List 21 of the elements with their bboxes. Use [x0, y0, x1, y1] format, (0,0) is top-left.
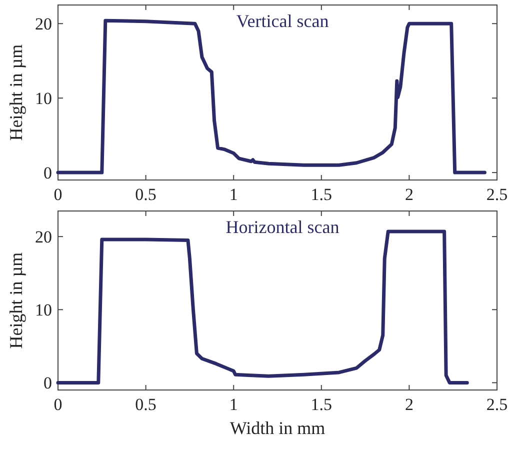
x-tick-label: 2 — [404, 185, 414, 204]
x-tick-label: 1 — [229, 395, 238, 414]
x-tick-label: 1.5 — [310, 395, 332, 414]
x-tick-label: 2.5 — [486, 395, 508, 414]
y-tick-label: 10 — [35, 89, 52, 108]
y-axis-title: Height in µm — [6, 44, 26, 141]
x-tick-label: 0.5 — [135, 395, 156, 414]
y-tick-label: 20 — [35, 228, 52, 247]
x-tick-label: 2 — [404, 395, 414, 414]
y-axis-title: Height in µm — [6, 252, 26, 349]
y-tick-label: 0 — [44, 374, 52, 393]
x-tick-label: 1.5 — [310, 185, 332, 204]
y-tick-label: 20 — [35, 14, 52, 34]
chart-title: Horizontal scan — [226, 217, 340, 237]
x-axis-title: Width in mm — [230, 418, 326, 438]
x-tick-label: 1 — [229, 185, 238, 204]
y-tick-label: 10 — [35, 300, 52, 320]
x-tick-label: 0.5 — [135, 185, 156, 204]
y-tick-label: 0 — [44, 164, 52, 183]
x-tick-label: 2.5 — [486, 185, 508, 204]
chart-title: Vertical scan — [236, 11, 329, 31]
